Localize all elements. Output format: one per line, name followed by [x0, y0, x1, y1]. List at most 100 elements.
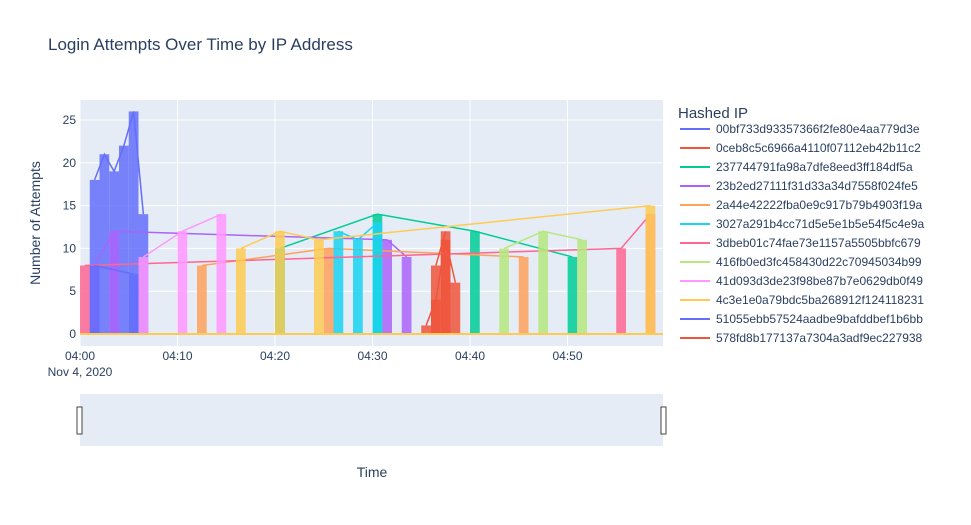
x-tick-date: Nov 4, 2020 [48, 365, 113, 379]
x-tick-label: 04:50 [552, 349, 582, 363]
series-group [80, 111, 663, 335]
range-slider-right-handle[interactable] [660, 406, 667, 435]
legend-title: Hashed IP [678, 105, 748, 122]
y-tick-label: 10 [63, 241, 77, 255]
series-line [338, 222, 378, 241]
data-bar [177, 231, 188, 334]
data-bar [372, 222, 383, 334]
series-line [93, 230, 408, 266]
data-bar [80, 265, 90, 334]
data-bar [128, 111, 139, 334]
y-tick-label: 5 [69, 284, 76, 298]
legend-item[interactable]: 0ceb8c5c6966a4110f07112eb42b11c2 [680, 141, 921, 155]
data-bar [216, 214, 227, 334]
series-line [435, 231, 447, 266]
legend-item[interactable]: 2a44e42222fba0e9c917b79b4903f19a [680, 198, 923, 212]
data-layer [80, 111, 663, 335]
x-axis: 04:00 04:10 04:20 04:30 04:40 04:50 [65, 349, 583, 363]
y-axis: 0 5 10 15 20 25 [63, 113, 77, 341]
legend-item[interactable]: 3dbeb01c74fae73e1157a5505bbfc679 [680, 236, 921, 250]
legend-item[interactable]: 416fb0ed3fc458430d22c70945034b99 [680, 255, 922, 269]
legend-item[interactable]: 51055ebb57524aadbe9bafddbef1b6bb [680, 312, 923, 326]
data-bar [128, 274, 139, 334]
data-bar [119, 145, 129, 334]
data-bar [440, 231, 451, 334]
data-bar [197, 265, 207, 334]
legend-label: 00bf733d93357366f2fe80e4aa779d3e [716, 122, 920, 136]
x-tick-label: 04:10 [162, 349, 192, 363]
series-line [93, 111, 145, 215]
data-bar [401, 256, 412, 334]
legend-item[interactable]: 578fd8b177137a7304a3adf9ec227938 [680, 331, 923, 345]
series-line [503, 230, 583, 250]
legend-label: 4c3e1e0a79bdc5ba268912f124118231 [716, 293, 924, 307]
series-line [84, 213, 651, 267]
series-12 [431, 231, 451, 334]
series-6 [333, 222, 383, 334]
range-slider-track[interactable] [80, 394, 663, 446]
range-slider[interactable] [76, 394, 667, 446]
legend-label: 41d093d3de23f98be87b7e0629db0f49 [716, 274, 923, 288]
chart-title: Login Attempts Over Time by IP Address [48, 35, 353, 54]
data-bar [323, 248, 334, 334]
legend-label: 416fb0ed3fc458430d22c70945034b99 [716, 255, 922, 269]
series-line [142, 213, 222, 258]
data-bar [275, 231, 285, 334]
series-line [240, 204, 651, 250]
legend-item[interactable]: 00bf733d93357366f2fe80e4aa779d3e [680, 122, 920, 136]
x-tick-label: 04:30 [357, 349, 387, 363]
y-tick-label: 0 [69, 327, 76, 341]
data-bar [314, 239, 324, 334]
data-bar [518, 256, 529, 334]
data-bar [577, 239, 587, 334]
series-10 [236, 204, 656, 334]
data-bar [353, 239, 363, 334]
data-bar [450, 282, 461, 334]
legend-label: 23b2ed27111f31d33a34d7558f024fe5 [716, 179, 918, 193]
range-slider-left-handle[interactable] [76, 406, 83, 435]
legend-label: 237744791fa98a7dfe8eed3ff184df5a [716, 160, 913, 174]
legend-label: 51055ebb57524aadbe9bafddbef1b6bb [716, 312, 923, 326]
legend-label: 578fd8b177137a7304a3adf9ec227938 [716, 331, 923, 345]
series-line [94, 264, 134, 275]
x-axis-title: Time [357, 464, 388, 480]
legend-label: 3027a291b4cc71d5e5e1b5e54f5c4e9a [716, 217, 925, 231]
legend-item[interactable]: 41d093d3de23f98be87b7e0629db0f49 [680, 274, 923, 288]
data-bar [89, 179, 100, 334]
data-bar [645, 205, 656, 334]
data-bar [109, 231, 119, 334]
series-9 [138, 213, 227, 334]
y-tick-label: 20 [63, 156, 77, 170]
data-bar [470, 231, 480, 334]
x-tick-label: 04:00 [65, 349, 95, 363]
y-tick-label: 25 [63, 113, 77, 127]
legend-item[interactable]: 237744791fa98a7dfe8eed3ff184df5a [680, 160, 913, 174]
data-bar [499, 248, 509, 334]
data-bar [333, 231, 344, 334]
x-tick-label: 04:20 [260, 349, 290, 363]
y-axis-title: Number of Attempts [27, 161, 43, 285]
data-bar [616, 248, 626, 334]
legend-label: 2a44e42222fba0e9c917b79b4903f19a [716, 198, 923, 212]
data-bar [567, 256, 578, 334]
data-bar [421, 325, 431, 334]
series-8 [499, 230, 587, 334]
legend-label: 0ceb8c5c6966a4110f07112eb42b11c2 [716, 141, 921, 155]
data-bar [99, 154, 110, 334]
legend-label: 3dbeb01c74fae73e1157a5505bbfc679 [716, 236, 921, 250]
data-bar [138, 256, 149, 334]
data-bar [236, 248, 246, 334]
y-tick-label: 15 [63, 199, 77, 213]
data-bar [538, 231, 548, 334]
series-11 [89, 264, 139, 334]
legend-item[interactable]: 3027a291b4cc71d5e5e1b5e54f5c4e9a [680, 217, 925, 231]
legend-item[interactable]: 4c3e1e0a79bdc5ba268912f124118231 [680, 293, 924, 307]
data-bar [431, 265, 441, 334]
x-tick-label: 04:40 [455, 349, 485, 363]
legend: 00bf733d93357366f2fe80e4aa779d3e 0ceb8c5c… [680, 122, 925, 345]
series-line [279, 213, 573, 258]
data-bar [382, 239, 392, 334]
legend-item[interactable]: 23b2ed27111f31d33a34d7558f024fe5 [680, 179, 918, 193]
data-bar [89, 265, 100, 334]
